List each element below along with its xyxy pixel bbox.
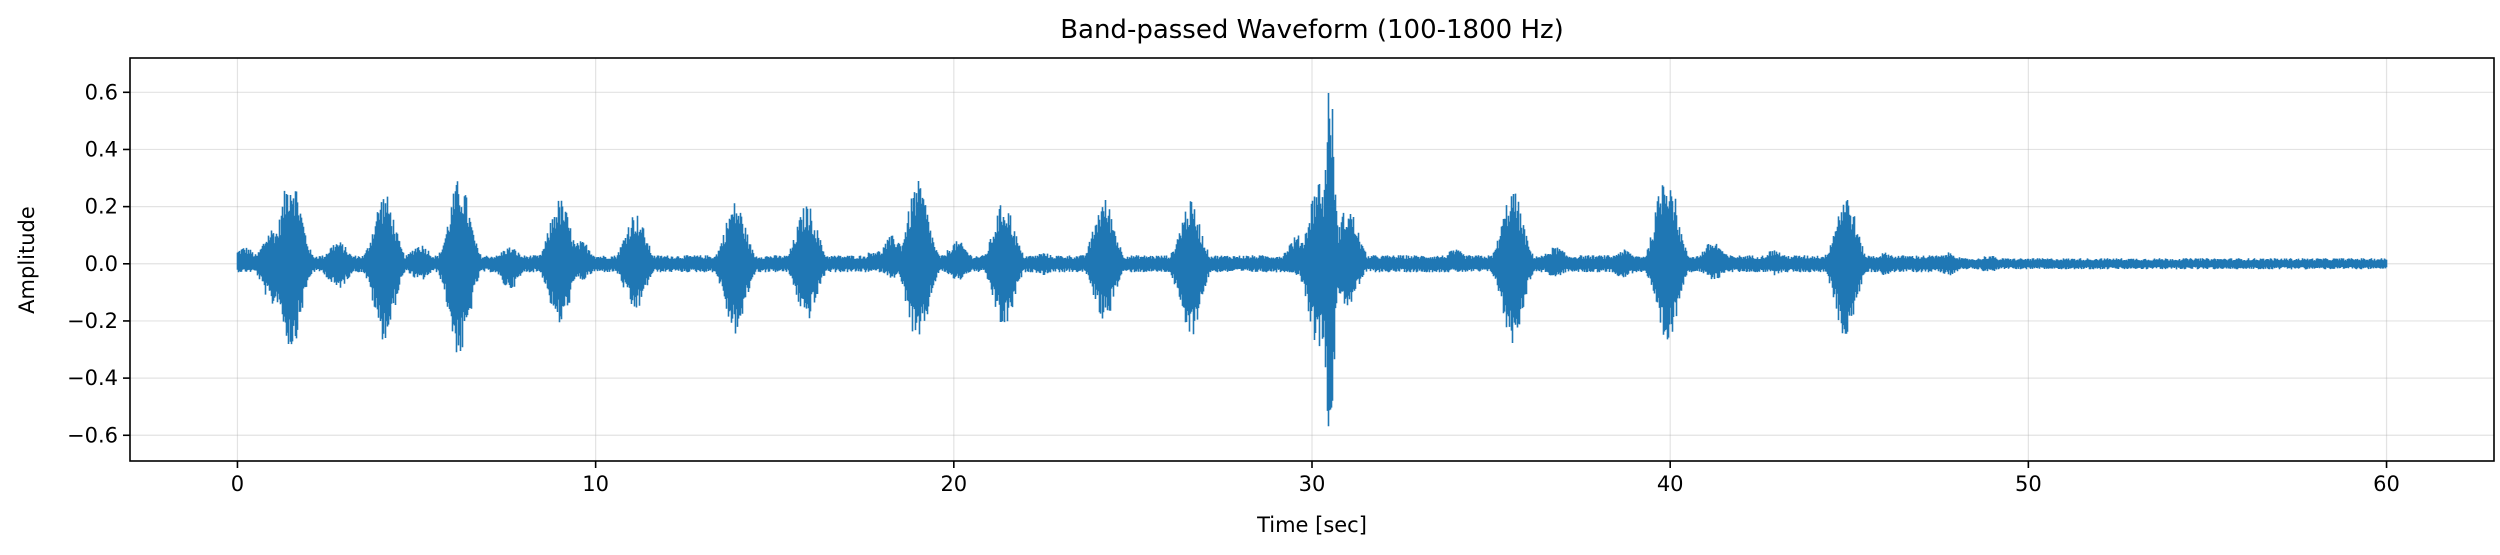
x-tick-label: 0 <box>231 472 244 496</box>
waveform-line <box>236 93 2388 427</box>
x-axis-label: Time [sec] <box>1256 513 1367 537</box>
x-tick-label: 20 <box>940 472 967 496</box>
x-tick-label: 30 <box>1299 472 1326 496</box>
y-axis-label: Amplitude <box>15 206 39 314</box>
y-tick-label: −0.2 <box>67 309 118 333</box>
x-tick-label: 60 <box>2373 472 2400 496</box>
y-tick-label: 0.2 <box>85 195 118 219</box>
y-tick-label: 0.6 <box>85 80 118 104</box>
x-axis-ticks: 0 10 20 30 40 50 60 <box>231 461 2400 496</box>
y-tick-label: −0.4 <box>67 366 118 390</box>
chart-title: Band-passed Waveform (100-1800 Hz) <box>1060 15 1564 45</box>
y-tick-label: 0.0 <box>85 252 118 276</box>
y-tick-label: 0.4 <box>85 137 118 161</box>
x-tick-label: 10 <box>582 472 609 496</box>
x-tick-label: 40 <box>1657 472 1684 496</box>
y-tick-label: −0.6 <box>67 423 118 447</box>
waveform-series <box>236 93 2388 427</box>
x-tick-label: 50 <box>2015 472 2042 496</box>
y-axis-ticks: −0.6 −0.4 −0.2 0.0 0.2 0.4 0.6 <box>67 80 130 447</box>
